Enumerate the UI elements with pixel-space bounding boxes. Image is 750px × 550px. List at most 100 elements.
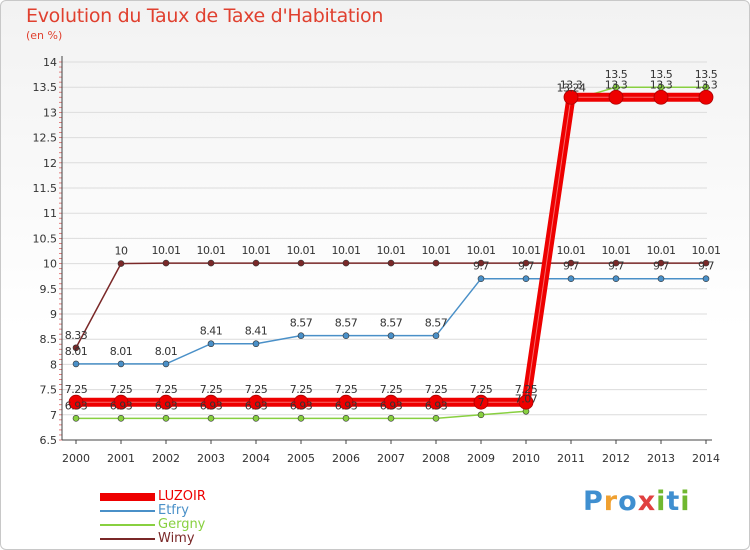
data-point-etfry — [432, 332, 440, 339]
data-point-luzoir — [428, 394, 444, 410]
data-point-etfry — [162, 360, 170, 368]
series-points — [68, 83, 714, 422]
data-label-gergny: 13.5 — [605, 68, 628, 81]
data-point-gergny — [432, 415, 440, 422]
y-tick-label: 9.5 — [40, 283, 58, 296]
y-tick-label: 8.5 — [40, 333, 58, 346]
data-point-luzoir — [113, 394, 129, 410]
legend-item-gergny: Gergny — [100, 518, 205, 532]
data-label-etfry: 8.57 — [380, 317, 403, 330]
x-tick-label: 2012 — [602, 452, 630, 465]
data-point-gergny — [117, 415, 125, 422]
data-point-gergny — [297, 415, 305, 422]
data-point-wimy — [612, 259, 620, 267]
data-label-luzoir: 7.25 — [245, 383, 268, 396]
data-point-gergny — [387, 415, 395, 422]
data-point-etfry — [567, 275, 575, 283]
legend-swatch — [100, 510, 155, 512]
logo-letter: o — [618, 486, 638, 517]
data-point-wimy — [387, 259, 395, 267]
legend-label: Etfry — [158, 503, 189, 518]
logo-letter: r — [603, 486, 619, 517]
data-point-gergny — [252, 415, 260, 422]
y-tick-label: 8 — [50, 358, 57, 371]
data-point-wimy — [342, 259, 350, 267]
x-tick-label: 2013 — [647, 452, 675, 465]
data-label-wimy: 10.01 — [602, 244, 631, 257]
data-point-etfry — [117, 360, 125, 368]
legend-item-wimy: Wimy — [100, 532, 195, 546]
data-label-wimy: 10.01 — [242, 244, 271, 257]
data-label-gergny: 6.93 — [380, 399, 403, 412]
x-tick-label: 2000 — [62, 452, 90, 465]
data-point-wimy — [117, 260, 125, 267]
y-tick-label: 11 — [43, 207, 57, 220]
data-point-etfry — [297, 332, 305, 339]
x-tick-label: 2014 — [692, 452, 720, 465]
data-label-etfry: 9.7 — [518, 260, 534, 273]
data-label-gergny: 13.5 — [650, 68, 673, 81]
data-point-luzoir — [293, 394, 309, 410]
chart-subtitle: (en %) — [26, 29, 63, 42]
x-tick-label: 2002 — [152, 452, 180, 465]
data-label-gergny: 7.07 — [515, 392, 538, 405]
data-point-gergny — [342, 415, 350, 422]
y-tick-label: 12 — [43, 157, 57, 170]
data-label-gergny: 6.93 — [110, 399, 133, 412]
legend-label: Gergny — [158, 517, 206, 532]
data-label-wimy: 10.01 — [422, 244, 451, 257]
data-point-etfry — [702, 275, 710, 283]
data-label-wimy: 10.01 — [152, 244, 181, 257]
data-label-wimy: 10.01 — [332, 244, 361, 257]
data-label-etfry: 8.01 — [155, 345, 178, 358]
data-point-wimy — [477, 259, 485, 267]
data-label-etfry: 8.41 — [245, 325, 268, 338]
data-point-etfry — [387, 332, 395, 339]
data-point-wimy — [702, 259, 710, 267]
data-label-luzoir: 7.25 — [110, 383, 133, 396]
data-label-etfry: 8.01 — [110, 345, 133, 358]
data-label-luzoir: 7.25 — [290, 383, 313, 396]
data-label-luzoir: 13.3 — [560, 78, 583, 91]
x-tick-label: 2011 — [557, 452, 585, 465]
y-tick-label: 14 — [43, 56, 57, 69]
y-tick-label: 9 — [50, 308, 57, 321]
logo-letter: P — [583, 486, 604, 517]
data-point-luzoir — [68, 394, 84, 410]
data-label-etfry: 8.57 — [425, 317, 448, 330]
data-point-luzoir — [698, 89, 714, 105]
data-label-gergny: 13.5 — [695, 68, 718, 81]
data-label-gergny: 6.93 — [155, 399, 178, 412]
data-label-wimy: 10.01 — [692, 244, 721, 257]
y-tick-label: 13.5 — [33, 81, 58, 94]
x-tick-label: 2008 — [422, 452, 450, 465]
data-label-luzoir: 7.25 — [65, 383, 88, 396]
data-point-luzoir — [563, 89, 579, 105]
data-label-etfry: 9.7 — [698, 260, 714, 273]
data-point-etfry — [477, 275, 485, 283]
data-point-luzoir — [473, 394, 489, 410]
data-label-luzoir: 7.25 — [155, 383, 178, 396]
data-point-wimy — [72, 344, 80, 352]
data-label-wimy: 10.01 — [512, 244, 541, 257]
data-point-luzoir — [248, 394, 264, 410]
data-label-wimy: 10.01 — [377, 244, 406, 257]
data-label-etfry: 9.7 — [608, 260, 624, 273]
data-label-luzoir: 7.25 — [515, 383, 538, 396]
data-point-wimy — [297, 259, 305, 267]
data-point-gergny — [72, 415, 80, 422]
data-label-wimy: 10.01 — [647, 244, 676, 257]
data-label-etfry: 8.57 — [290, 317, 313, 330]
chart-title: Evolution du Taux de Taxe d'Habitation — [26, 5, 384, 27]
data-label-gergny: 6.93 — [425, 399, 448, 412]
data-label-wimy: 8.33 — [65, 329, 88, 342]
data-label-gergny: 6.93 — [200, 399, 223, 412]
y-tick-label: 13 — [43, 106, 57, 119]
x-tick-label: 2005 — [287, 452, 315, 465]
data-point-etfry — [72, 360, 80, 368]
proxiti-logo: Proxiti — [583, 486, 691, 517]
x-tick-label: 2009 — [467, 452, 495, 465]
legend-item-etfry: Etfry — [100, 504, 189, 518]
data-label-gergny: 6.93 — [65, 399, 88, 412]
